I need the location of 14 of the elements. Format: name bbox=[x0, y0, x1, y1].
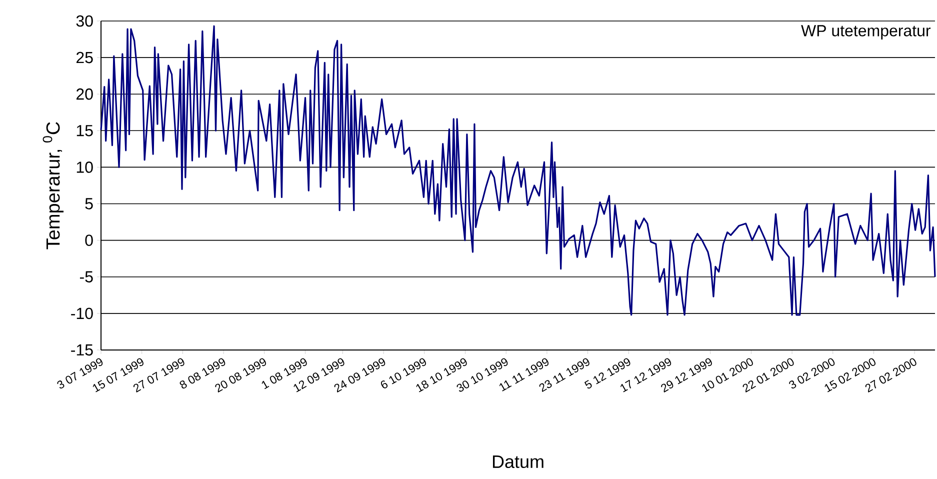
y-tick-label: -10 bbox=[71, 308, 93, 320]
y-tick-label: 25 bbox=[76, 52, 93, 64]
y-tick-label: 10 bbox=[76, 162, 93, 173]
y-tick-label: 5 bbox=[85, 198, 93, 210]
y-tick-label: -5 bbox=[80, 271, 93, 282]
y-tick-label: 20 bbox=[76, 88, 93, 100]
y-axis-title: Temperarur, $^{0}$C bbox=[42, 122, 64, 250]
y-tick-label: 0 bbox=[85, 234, 93, 246]
x-axis-title: Datum bbox=[492, 455, 544, 468]
y-tick-label: -15 bbox=[71, 344, 93, 356]
chart-title: WP utetemperatur bbox=[801, 25, 931, 40]
y-tick-label: 30 bbox=[76, 15, 93, 27]
y-tick-label: 15 bbox=[76, 125, 93, 136]
line-series bbox=[100, 25, 936, 316]
